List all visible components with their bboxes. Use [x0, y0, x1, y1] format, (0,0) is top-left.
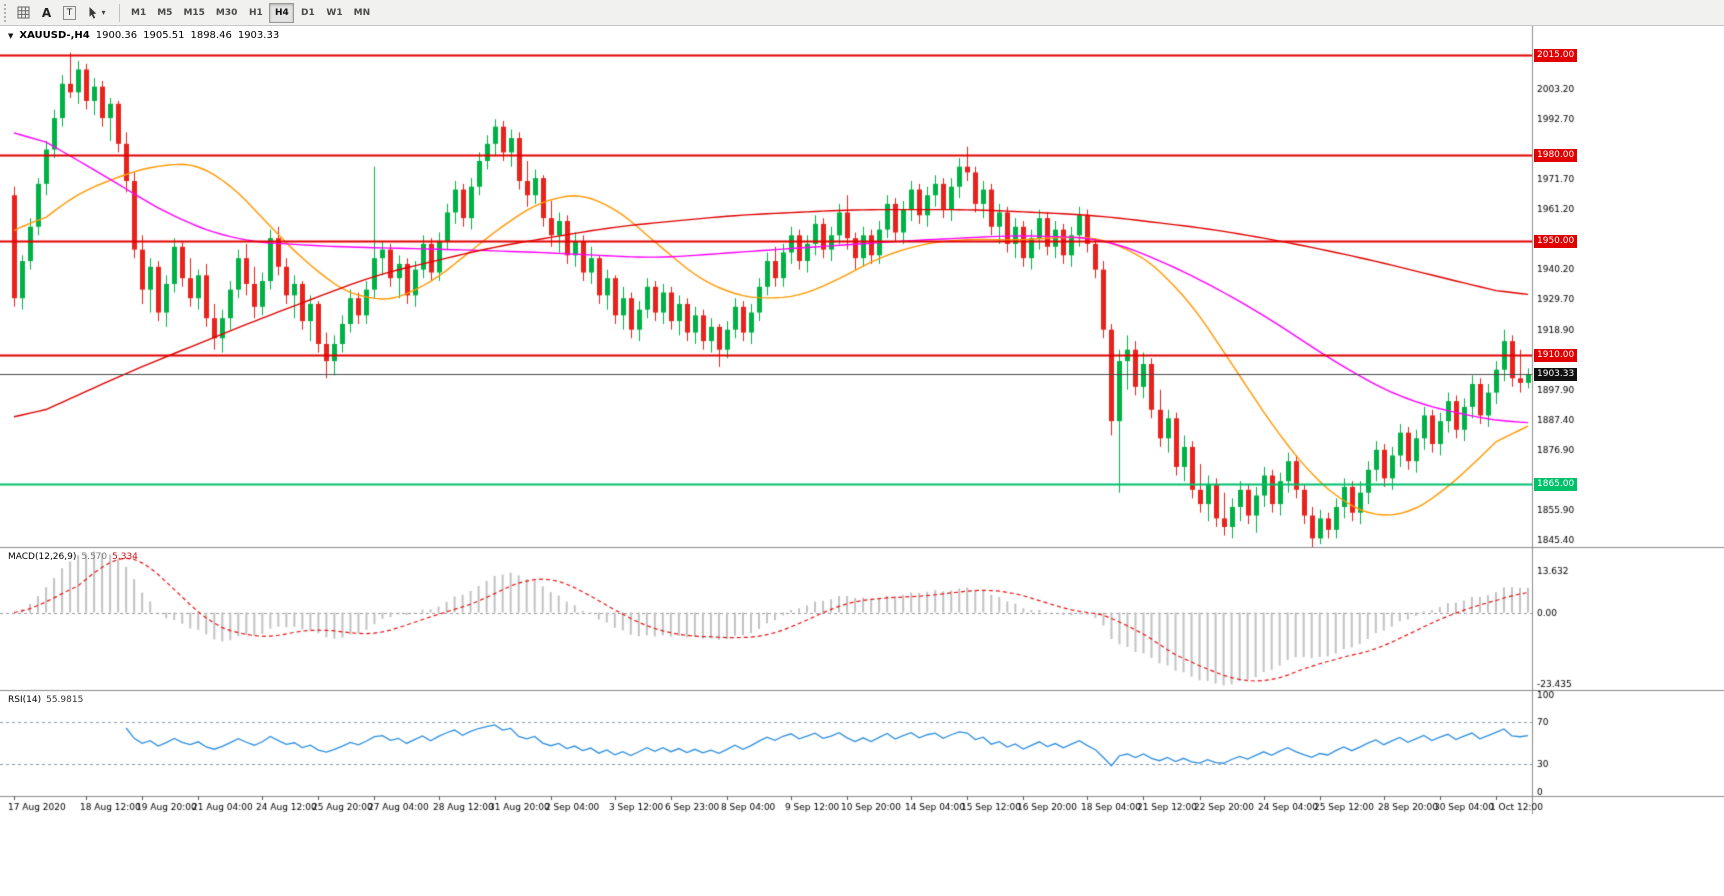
timeframe-button-mn[interactable]: MN	[353, 7, 371, 18]
cursor-tool-button[interactable]: ▾	[81, 2, 113, 23]
timeframe-button-w1[interactable]: W1	[326, 7, 343, 18]
chart-canvas[interactable]	[0, 26, 1724, 896]
timeframe-button-m1[interactable]: M1	[131, 7, 147, 18]
textbox-tool-button[interactable]: T	[58, 2, 81, 23]
cursor-icon	[89, 7, 97, 19]
timeframe-button-m15[interactable]: M15	[183, 7, 205, 18]
text-tool-button[interactable]: A	[35, 2, 58, 23]
timeframe-button-d1[interactable]: D1	[301, 7, 315, 18]
grid-button[interactable]	[12, 2, 35, 23]
toolbar-grip-icon[interactable]	[4, 3, 8, 22]
textbox-tool-label: T	[62, 5, 77, 20]
toolbar-separator	[119, 3, 120, 22]
chart-area: ▼ XAUUSD-,H4 1900.36 1905.51 1898.46 190…	[0, 26, 1724, 896]
timeframe-toolbar: M1 M5 M15 M30 H1 H4 D1 W1 MN	[126, 2, 375, 23]
timeframe-button-m5[interactable]: M5	[157, 7, 173, 18]
timeframe-button-m30[interactable]: M30	[215, 7, 238, 18]
toolbar: A T ▾ M1 M5 M15 M30 H1 H4 D1 W1 MN	[0, 0, 1724, 26]
timeframe-button-h1[interactable]: H1	[249, 7, 263, 18]
timeframe-button-h4[interactable]: H4	[269, 2, 295, 23]
grid-icon	[17, 6, 30, 19]
chevron-down-icon: ▾	[101, 8, 106, 17]
text-tool-label: A	[41, 5, 52, 20]
